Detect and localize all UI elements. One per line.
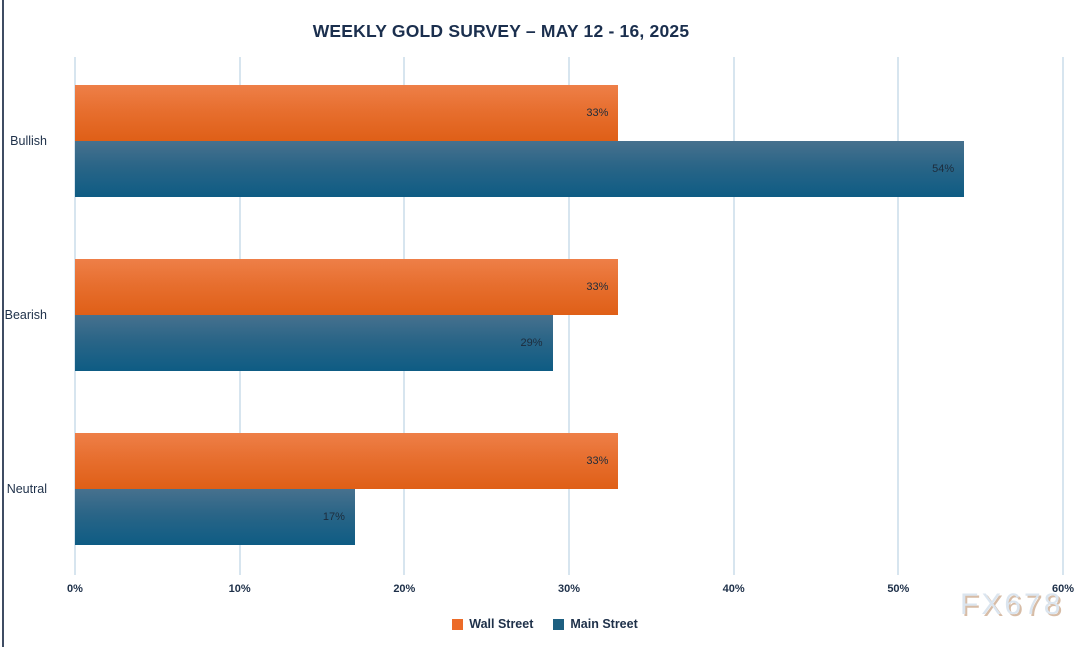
gridline-50%: [897, 57, 900, 575]
chart-title: WEEKLY GOLD SURVEY – MAY 12 - 16, 2025: [312, 21, 690, 41]
x-tick-label-60%: 60%: [1051, 583, 1075, 595]
category-label-neutral: Neutral: [6, 482, 47, 496]
gridline-60%: [1062, 57, 1064, 575]
bar-value-label: 33%: [586, 281, 609, 293]
bar-bearish-main: 29%: [75, 315, 553, 371]
gridline-40%: [732, 57, 735, 575]
bar-neutral-wall: 33%: [75, 433, 619, 489]
legend-label: Main Street: [570, 617, 638, 631]
legend: Wall Street Main Street: [0, 617, 1090, 631]
legend-item-main-street: Main Street: [553, 617, 638, 631]
bar-bearish-wall: 33%: [75, 259, 619, 315]
x-tick-label-50%: 50%: [887, 583, 910, 595]
bar-value-label: 54%: [932, 163, 955, 175]
legend-swatch-icon: [553, 618, 565, 630]
category-label-bullish: Bullish: [10, 134, 47, 148]
watermark: FX678: [960, 588, 1064, 621]
x-tick-label-10%: 10%: [228, 583, 251, 595]
plot-area: 33% 54% Bullish 33% 29% Bearish 33% 17% Neutral: [5, 57, 1064, 575]
bar-value-label: 17%: [322, 511, 345, 523]
chart-left-border: [2, 0, 4, 647]
x-tick-label-20%: 20%: [393, 583, 416, 595]
bar-value-label: 29%: [520, 337, 543, 349]
legend-swatch-icon: [452, 618, 464, 630]
gridline-30%: [568, 57, 570, 575]
x-tick-label-40%: 40%: [722, 583, 745, 595]
legend-item-wall-street: Wall Street: [452, 617, 533, 631]
bar-value-label: 33%: [586, 107, 609, 119]
bar-neutral-main: 17%: [75, 489, 355, 545]
x-tick-label-0%: 0%: [67, 583, 83, 595]
bar-value-label: 33%: [586, 455, 609, 467]
bar-bullish-main: 54%: [75, 141, 965, 197]
x-tick-label-30%: 30%: [557, 583, 581, 595]
bar-bullish-wall: 33%: [75, 85, 619, 141]
legend-label: Wall Street: [469, 617, 534, 631]
category-label-bearish: Bearish: [4, 308, 47, 322]
